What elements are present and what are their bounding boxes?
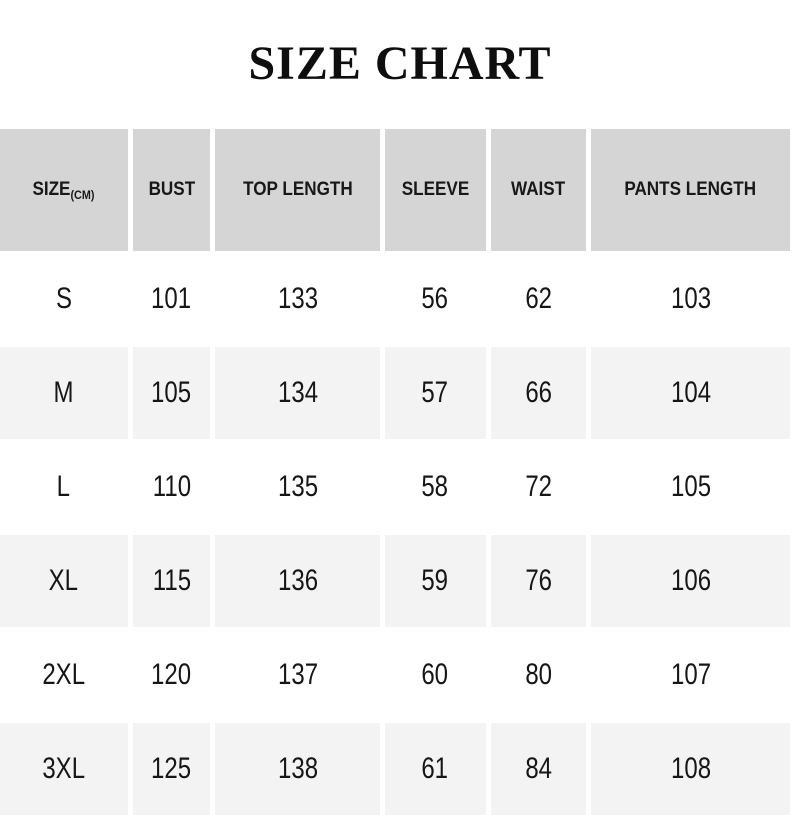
value-cell: 125 [132,723,211,815]
cell-text: 60 [421,658,449,691]
header-cell-bust: BUST [132,129,211,251]
size-unit-label: (CM) [70,188,95,202]
value-cell: 76 [490,535,587,627]
page-title: SIZE CHART [248,37,552,90]
value-cell: 62 [490,253,587,345]
header-cell-size: SIZE(CM) [0,129,128,251]
size-cell: 3XL [0,723,128,815]
header-bust-label: BUST [148,179,195,200]
cell-text: 2XL [42,658,86,691]
value-cell: 137 [215,629,380,721]
cell-text: 104 [670,376,711,409]
value-cell: 60 [384,629,486,721]
value-cell: 56 [384,253,486,345]
cell-text: 115 [152,564,191,597]
value-cell: 80 [490,629,587,721]
cell-text: M [53,376,74,409]
cell-text: 106 [670,564,711,597]
value-cell: 133 [215,253,380,345]
header-cell-top-length: TOP LENGTH [215,129,380,251]
cell-text: 108 [670,752,711,785]
value-cell: 103 [591,253,790,345]
cell-text: 138 [277,752,318,785]
header-pants-length-label: PANTS LENGTH [624,179,757,200]
value-cell: 105 [591,441,790,533]
value-cell: 105 [132,347,211,439]
value-cell: 72 [490,441,587,533]
cell-text: 103 [670,282,711,315]
size-cell: 2XL [0,629,128,721]
size-label: SIZE [32,179,71,200]
cell-text: 62 [525,282,552,315]
header-cell-sleeve: SLEEVE [384,129,486,251]
table-row: XL 115 136 59 76 106 [0,535,790,627]
cell-text: S [55,282,72,315]
value-cell: 104 [591,347,790,439]
cell-text: 101 [151,282,192,315]
size-cell: S [0,253,128,345]
table-row: 3XL 125 138 61 84 108 [0,723,790,815]
cell-text: 134 [277,376,318,409]
cell-text: 135 [277,470,318,503]
value-cell: 61 [384,723,486,815]
size-cell: M [0,347,128,439]
value-cell: 136 [215,535,380,627]
cell-text: 66 [525,376,552,409]
cell-text: 80 [525,658,552,691]
cell-text: 56 [421,282,449,315]
value-cell: 115 [132,535,211,627]
cell-text: 105 [151,376,192,409]
value-cell: 59 [384,535,486,627]
value-cell: 66 [490,347,587,439]
value-cell: 120 [132,629,211,721]
size-cell: L [0,441,128,533]
cell-text: 107 [670,658,711,691]
header-row: SIZE(CM) BUST TOP LENGTH SLEEVE WAIST PA… [0,129,790,251]
table-row: M 105 134 57 66 104 [0,347,790,439]
header-waist-label: WAIST [511,179,566,200]
cell-text: 57 [421,376,449,409]
cell-text: 136 [277,564,318,597]
table-header: SIZE(CM) BUST TOP LENGTH SLEEVE WAIST PA… [0,129,790,251]
cell-text: 59 [421,564,449,597]
value-cell: 134 [215,347,380,439]
cell-text: 84 [525,752,552,785]
size-cell: XL [0,535,128,627]
header-cell-pants-length: PANTS LENGTH [591,129,790,251]
cell-text: XL [49,564,79,597]
cell-text: 3XL [42,752,86,785]
cell-text: 61 [421,752,449,785]
cell-text: 110 [152,470,191,503]
size-chart-table: SIZE(CM) BUST TOP LENGTH SLEEVE WAIST PA… [0,127,795,817]
value-cell: 84 [490,723,587,815]
value-cell: 58 [384,441,486,533]
cell-text: 120 [151,658,192,691]
cell-text: L [57,470,71,503]
cell-text: 105 [670,470,711,503]
cell-text: 58 [421,470,449,503]
header-sleeve-label: SLEEVE [401,179,469,200]
value-cell: 108 [591,723,790,815]
cell-text: 133 [277,282,318,315]
header-size-text: SIZE(CM) [32,179,95,202]
value-cell: 107 [591,629,790,721]
table-row: S 101 133 56 62 103 [0,253,790,345]
cell-text: 72 [525,470,552,503]
header-top-length-label: TOP LENGTH [242,179,353,200]
cell-text: 76 [525,564,552,597]
value-cell: 106 [591,535,790,627]
size-chart-page: { "title": "SIZE CHART", "header": { "si… [0,37,790,815]
value-cell: 138 [215,723,380,815]
table-row: 2XL 120 137 60 80 107 [0,629,790,721]
value-cell: 110 [132,441,211,533]
cell-text: 125 [151,752,192,785]
cell-text: 137 [277,658,318,691]
size-table-body: S 101 133 56 62 103 M 105 134 57 66 104 L 110 135 58 72 1… [0,253,790,815]
header-cell-waist: WAIST [490,129,587,251]
value-cell: 101 [132,253,211,345]
value-cell: 57 [384,347,486,439]
table-row: L 110 135 58 72 105 [0,441,790,533]
value-cell: 135 [215,441,380,533]
